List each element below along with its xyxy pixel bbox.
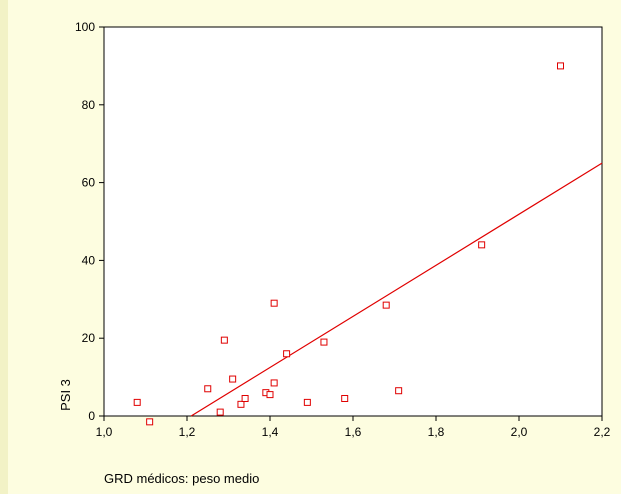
y-tick-label: 20 [82, 331, 96, 345]
data-point [395, 387, 403, 395]
x-tick-label: 1,2 [179, 425, 196, 439]
data-point [216, 408, 224, 416]
data-point [146, 418, 154, 426]
data-point [270, 299, 278, 307]
x-tick-label: 2,0 [511, 425, 528, 439]
data-point [270, 379, 278, 387]
data-point [341, 394, 349, 402]
data-point [229, 375, 237, 383]
data-point [237, 400, 245, 408]
data-point [478, 241, 486, 249]
data-point [241, 394, 249, 402]
x-tick-label: 1,4 [262, 425, 279, 439]
y-tick-label: 40 [82, 253, 96, 267]
data-point [320, 338, 328, 346]
data-point [283, 350, 291, 358]
x-tick-label: 1,0 [96, 425, 113, 439]
y-axis: 0 20 40 60 80 100 [75, 20, 104, 423]
x-tick-label: 1,6 [345, 425, 362, 439]
data-point [382, 301, 390, 309]
x-tick-label: 1,8 [428, 425, 445, 439]
x-axis: 1,0 1,2 1,4 1,6 1,8 2,0 2,2 [96, 416, 611, 439]
y-tick-label: 0 [88, 409, 95, 423]
data-point [557, 62, 564, 70]
left-margin-strip [0, 0, 8, 494]
data-point [220, 336, 228, 344]
plot-area [103, 26, 603, 417]
regression-line [190, 162, 603, 417]
data-point [303, 398, 311, 406]
x-axis-title: GRD médicos: peso medio [104, 471, 259, 486]
y-tick-label: 60 [82, 176, 96, 190]
data-point [133, 398, 141, 406]
data-points [133, 62, 564, 426]
data-point [266, 391, 274, 399]
y-axis-title: PSI 3 [58, 379, 73, 411]
y-tick-label: 80 [82, 98, 96, 112]
data-point [204, 385, 212, 393]
x-tick-label: 2,2 [594, 425, 611, 439]
y-tick-label: 100 [75, 20, 95, 34]
